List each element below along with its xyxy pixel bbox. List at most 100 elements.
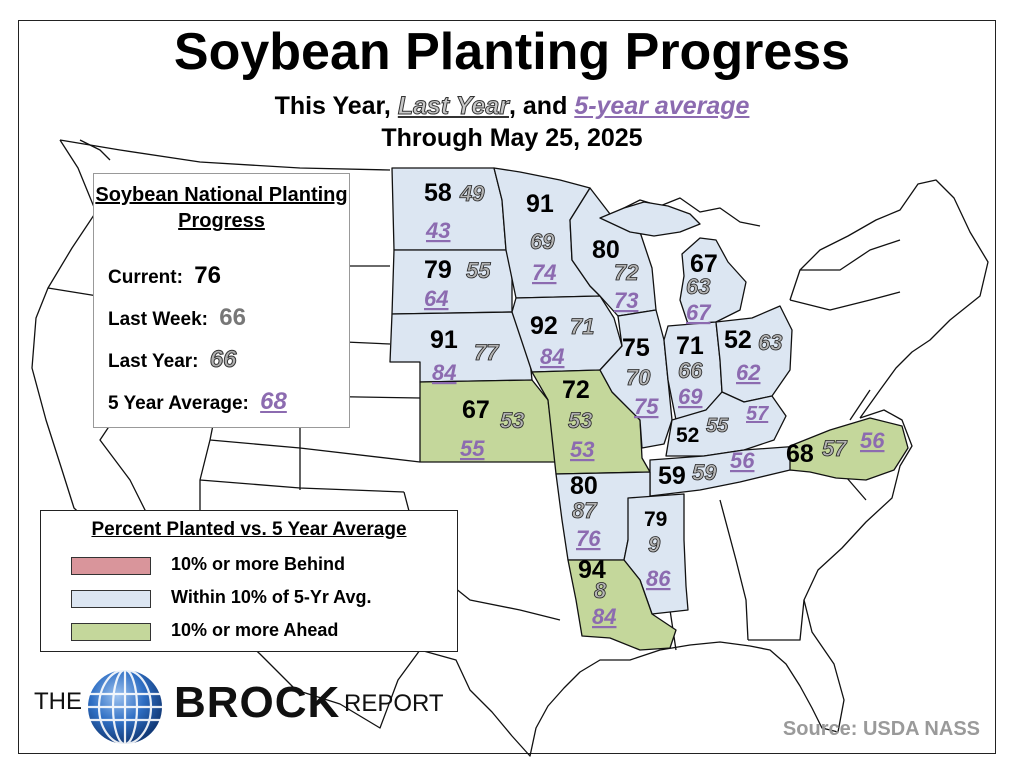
globe-icon [88, 668, 162, 746]
subtitle: This Year, Last Year, and 5-year average [0, 92, 1024, 121]
state-mn-avg: 74 [532, 260, 556, 285]
state-in-last-year: 66 [678, 358, 703, 383]
subtitle-and: , and [509, 92, 568, 120]
state-il-last-year: 70 [626, 365, 651, 390]
state-ky-last-year: 55 [706, 415, 729, 437]
legend-swatch-behind [71, 557, 151, 575]
state-ar-avg: 76 [576, 526, 601, 551]
state-nd-current: 58 [424, 179, 452, 207]
state-ky-current: 52 [676, 424, 699, 447]
state-shape-ky [665, 391, 787, 457]
state-ms-current: 79 [644, 508, 667, 531]
state-il-avg: 75 [634, 394, 659, 419]
national-current-value: 76 [194, 262, 221, 289]
legend-swatch-ahead [71, 623, 151, 641]
state-ks-avg: 55 [460, 436, 485, 461]
subtitle-last-year: Last Year [397, 92, 509, 121]
state-oh-current: 52 [724, 326, 752, 354]
state-ia-avg: 84 [540, 344, 564, 369]
us-outline [31, 139, 913, 757]
state-shape-il [599, 309, 673, 449]
us-outline-north [59, 139, 391, 171]
legend-label-within: Within 10% of 5-Yr Avg. [171, 587, 372, 607]
brand-the: THE [34, 688, 82, 715]
state-in-avg: 69 [678, 384, 703, 409]
state-mi-avg: 67 [686, 300, 712, 325]
state-ky-avg: 57 [746, 403, 769, 425]
brock-report-logo: THE BROCK REPORT [34, 668, 444, 748]
national-last-year-row: Last Year: 66 [108, 346, 237, 374]
source-label: Source: USDA NASS [782, 718, 980, 740]
state-in-current: 71 [676, 332, 704, 360]
state-mn-current: 91 [526, 190, 554, 218]
state-tn-current: 59 [658, 462, 686, 490]
state-ks-current: 67 [462, 396, 490, 424]
state-shape-ne [389, 311, 533, 383]
legend-swatch-within [71, 590, 151, 608]
state-mn-last-year: 69 [530, 229, 555, 254]
state-shape-mi-upper [599, 201, 701, 237]
state-mo-avg: 53 [570, 437, 594, 462]
state-nc-last-year: 57 [822, 436, 848, 461]
state-shape-ms [623, 493, 689, 615]
state-ar-last-year: 87 [572, 498, 598, 523]
national-current-row: Current: 76 [108, 262, 221, 290]
state-mo-last-year: 53 [568, 408, 592, 433]
national-avg-row: 5 Year Average: 68 [108, 388, 287, 416]
state-il-current: 75 [622, 334, 650, 362]
national-last-year-label: Last Year: [108, 351, 199, 372]
state-sd-avg: 64 [424, 286, 448, 311]
national-last-week-value: 66 [219, 304, 246, 331]
state-shape-nc [789, 417, 909, 481]
state-nc-avg: 56 [860, 428, 885, 453]
legend: Percent Planted vs. 5 Year Average 10% o… [40, 510, 458, 652]
legend-title: Percent Planted vs. 5 Year Average [91, 519, 407, 540]
state-mo-current: 72 [562, 376, 590, 404]
subtitle-average: 5-year average [574, 92, 750, 120]
state-oh-last-year: 63 [758, 330, 782, 355]
state-shape-la [567, 559, 677, 651]
national-progress-title: Soybean National Planting Progress [95, 184, 348, 232]
state-nd-last-year: 49 [459, 181, 485, 206]
state-tn-avg: 56 [730, 448, 755, 473]
page-title: Soybean Planting Progress [173, 23, 851, 81]
brand-report: REPORT [344, 690, 444, 717]
state-mi-current: 67 [690, 250, 718, 278]
national-current-label: Current: [108, 267, 183, 288]
brand-name: BROCK [174, 678, 341, 727]
state-shape-ia [511, 295, 623, 373]
state-ks-last-year: 53 [500, 408, 524, 433]
us-outline-northeast [789, 179, 989, 419]
state-shape-sd [391, 249, 513, 315]
state-wi-current: 80 [592, 236, 620, 264]
national-last-week-label: Last Week: [108, 309, 208, 330]
national-avg-value: 68 [260, 388, 287, 415]
subtitle-date: Through May 25, 2025 [381, 124, 643, 152]
state-la-last-year: 8 [594, 578, 607, 603]
state-shape-oh [715, 305, 793, 403]
national-last-year-value: 66 [209, 346, 237, 374]
state-sd-current: 79 [424, 256, 452, 284]
subtitle-this-year: This Year, [274, 92, 391, 120]
national-avg-label: 5 Year Average: [108, 393, 249, 414]
state-ia-last-year: 71 [570, 314, 594, 339]
state-shape-mi [679, 237, 747, 325]
state-tn-last-year: 59 [692, 460, 717, 485]
state-ms-last-year: 9 [648, 532, 661, 557]
state-ms-avg: 86 [646, 566, 671, 591]
state-wi-last-year: 72 [614, 260, 639, 285]
state-nd-avg: 43 [425, 218, 450, 243]
state-ar-current: 80 [570, 472, 598, 500]
state-ne-avg: 84 [432, 360, 456, 385]
legend-label-behind: 10% or more Behind [171, 554, 346, 574]
state-la-current: 94 [578, 556, 606, 584]
state-oh-avg: 62 [736, 360, 761, 385]
state-la-avg: 84 [592, 604, 616, 629]
state-wi-avg: 73 [614, 288, 638, 313]
state-mi-last-year: 63 [686, 274, 710, 299]
state-sd-last-year: 55 [466, 258, 491, 283]
state-ne-current: 91 [430, 326, 458, 354]
legend-label-ahead: 10% or more Ahead [171, 620, 339, 640]
national-progress-box: Soybean National Planting Progress Curre… [93, 173, 350, 428]
national-last-week-row: Last Week: 66 [108, 304, 246, 332]
